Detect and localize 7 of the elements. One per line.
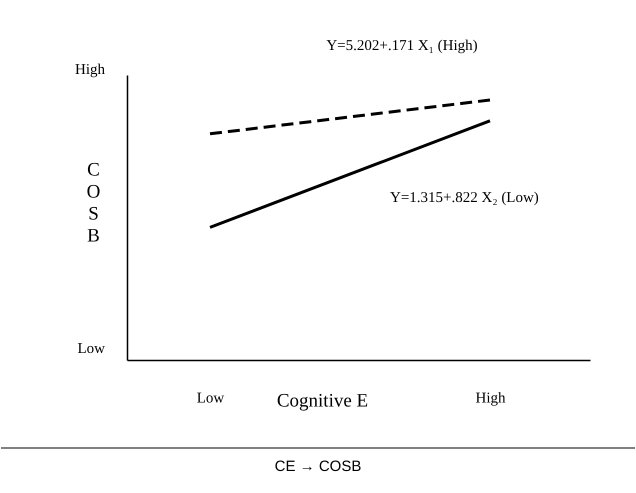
x-axis-title: Cognitive E (276, 390, 368, 412)
text: High (75, 62, 106, 78)
text: CE → COSB (274, 458, 362, 475)
annotation: Y=1.315+.822 X₂ (Low) (390, 190, 539, 206)
text: Y=5.202+.171 X₁ (High) (326, 38, 478, 54)
text: Low (78, 341, 106, 357)
y-axis-title: COSB (86, 160, 100, 246)
